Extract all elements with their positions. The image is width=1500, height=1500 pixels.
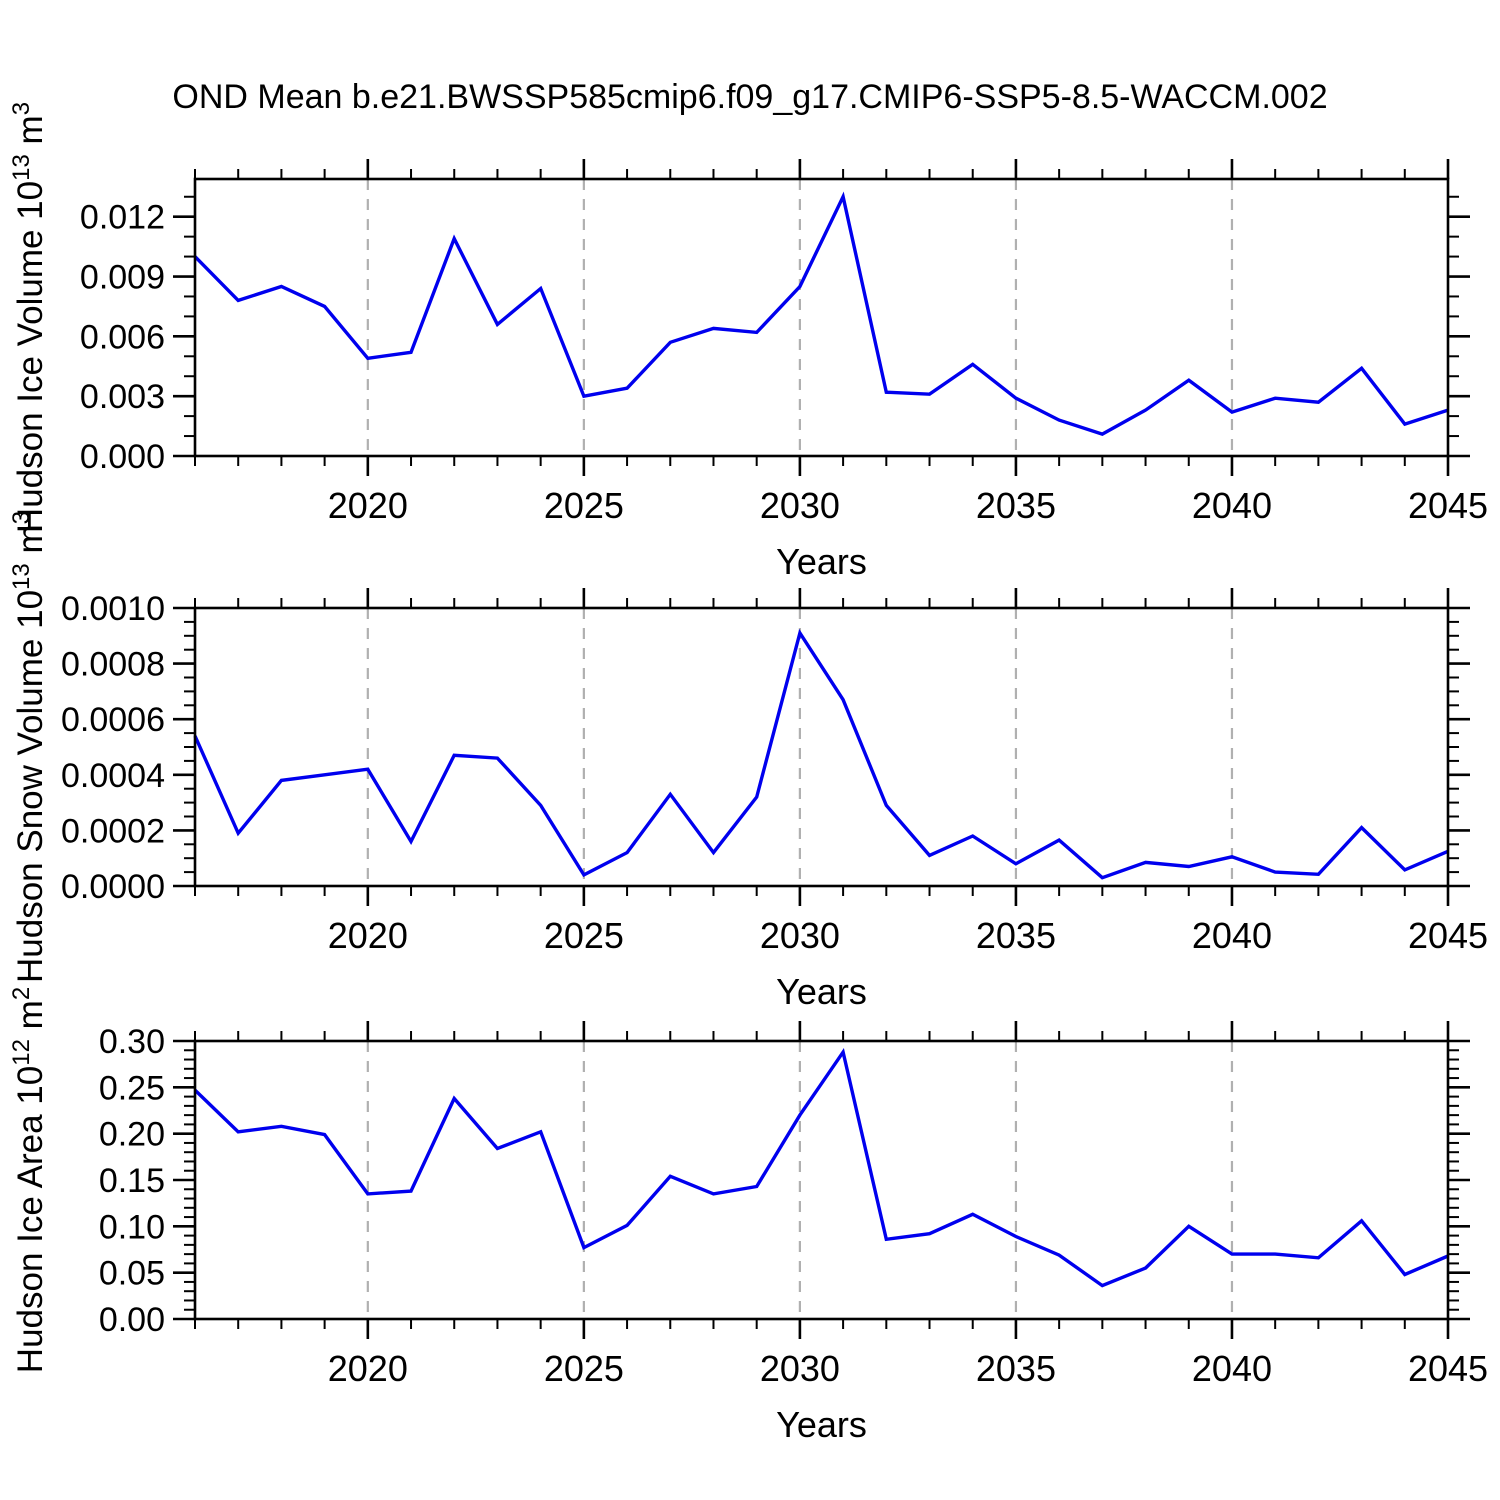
y-tick-label: 0.006	[80, 318, 165, 356]
series-line-ice-volume	[193, 191, 1449, 436]
x-tick-label: 2025	[544, 915, 624, 956]
y-tick-label: 0.15	[99, 1162, 165, 1200]
x-tick-label: 2035	[976, 915, 1056, 956]
panel-snow-volume: 0.0000 0.0002 0.0004 0.0006 0.0008 0.0010 2020…	[8, 511, 1488, 1012]
x-tick-label: 2045	[1408, 1348, 1488, 1389]
axis-box	[193, 177, 1450, 458]
y-tick-label: 0.0010	[61, 590, 165, 628]
y-tick-label: 0.0008	[61, 646, 165, 684]
x-tick-label: 2040	[1192, 1348, 1272, 1389]
y-axis-title: Hudson Snow Volume 1013 m3	[8, 511, 50, 983]
y-tick-label: 0.0000	[61, 868, 165, 906]
x-tick-label: 2040	[1192, 485, 1272, 526]
panel-ice-volume: 0.000 0.003 0.006 0.009 0.012 2020 2025 2030 203…	[8, 102, 1488, 582]
x-tick-label: 2030	[760, 485, 840, 526]
y-axis-title: Hudson Ice Area 1012 m2	[8, 987, 50, 1373]
x-tick-label: 2035	[976, 485, 1056, 526]
x-axis-title: Years	[776, 971, 867, 1012]
x-tick-label: 2030	[760, 1348, 840, 1389]
y-tick-label: 0.0002	[61, 812, 165, 850]
x-axis-title: Years	[776, 541, 867, 582]
y-tick-label: 0.0004	[61, 757, 165, 795]
y-tick-label: 0.30	[99, 1023, 165, 1061]
x-tick-label: 2035	[976, 1348, 1056, 1389]
x-tick-label: 2020	[328, 915, 408, 956]
x-tick-label: 2040	[1192, 915, 1272, 956]
y-axis-title: Hudson Ice Volume 1013 m3	[8, 102, 50, 533]
figure-title: OND Mean b.e21.BWSSP585cmip6.f09_g17.CMI…	[172, 78, 1328, 116]
x-tick-label: 2045	[1408, 485, 1488, 526]
y-tick-label: 0.012	[80, 199, 165, 237]
x-tick-label: 2045	[1408, 915, 1488, 956]
y-tick-label: 0.05	[99, 1255, 165, 1293]
x-tick-label: 2025	[544, 1348, 624, 1389]
x-tick-label: 2025	[544, 485, 624, 526]
axis-box	[193, 606, 1450, 888]
y-tick-label: 0.009	[80, 259, 165, 297]
y-tick-label: 0.25	[99, 1069, 165, 1107]
y-tick-label: 0.0006	[61, 701, 165, 739]
x-axis-title: Years	[776, 1404, 867, 1445]
y-tick-label: 0.20	[99, 1116, 165, 1154]
x-tick-label: 2030	[760, 915, 840, 956]
y-tick-label: 0.10	[99, 1208, 165, 1246]
series-line-ice-area	[193, 1047, 1449, 1288]
y-tick-label: 0.00	[99, 1301, 165, 1339]
series-line-snow-volume	[193, 628, 1449, 880]
y-tick-label: 0.003	[80, 378, 165, 416]
y-tick-label: 0.000	[80, 438, 165, 476]
panel-ice-area: 0.00 0.05 0.10 0.15 0.20 0.25 0.30 2020 2025 2030…	[8, 987, 1488, 1445]
x-tick-label: 2020	[328, 485, 408, 526]
x-tick-label: 2020	[328, 1348, 408, 1389]
